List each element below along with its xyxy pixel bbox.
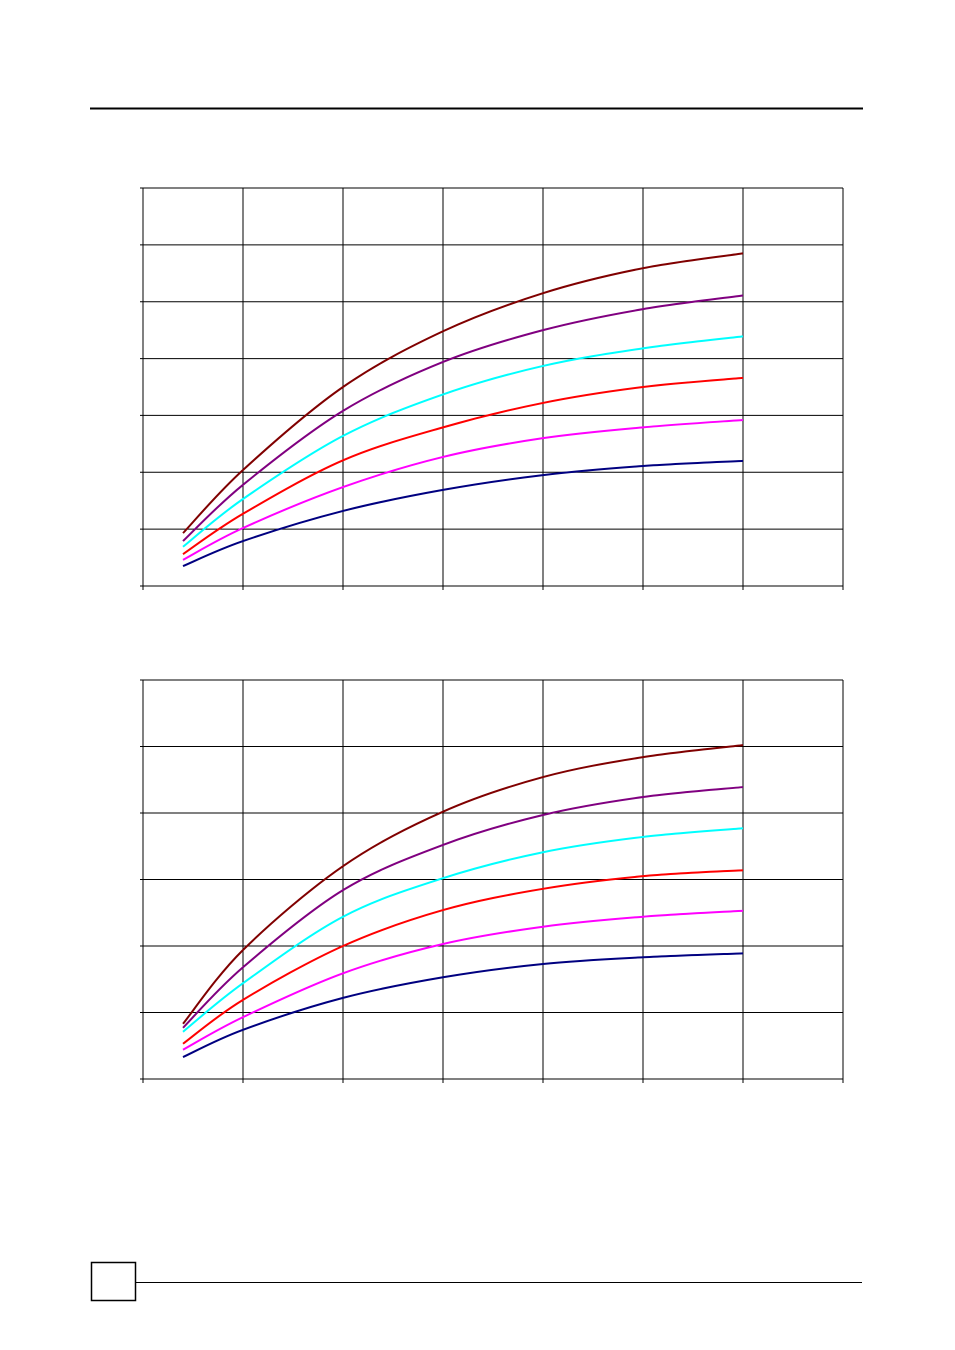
data-line	[182, 909, 744, 1051]
data-line	[182, 952, 744, 1058]
data-line	[182, 786, 744, 1029]
page-number-box	[90, 1261, 137, 1302]
data-line	[182, 827, 744, 1033]
data-line	[182, 252, 744, 534]
data-line	[182, 335, 744, 548]
data-line	[182, 294, 744, 542]
data-line	[182, 376, 744, 555]
data-line	[182, 459, 744, 568]
data-line	[182, 869, 744, 1045]
data-line	[182, 744, 744, 1025]
data-line	[182, 418, 744, 561]
